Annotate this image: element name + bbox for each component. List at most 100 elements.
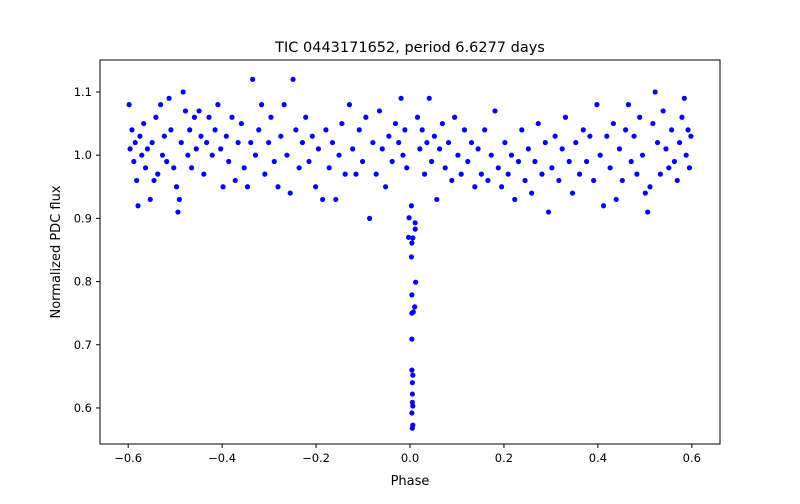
data-point [392, 120, 399, 127]
data-point [141, 120, 147, 127]
data-point [412, 304, 418, 310]
data-point [333, 196, 339, 203]
data-point [519, 127, 525, 133]
data-point [417, 146, 423, 152]
data-point [312, 184, 319, 190]
data-point [131, 158, 137, 165]
data-point [679, 114, 685, 120]
data-point [209, 152, 215, 158]
data-point [215, 102, 221, 108]
data-point [278, 133, 284, 139]
x-tick-label: −0.6 [114, 451, 142, 465]
data-point [173, 184, 180, 190]
y-tick-label: 0.9 [74, 211, 92, 225]
data-point [436, 146, 443, 152]
data-point [342, 171, 348, 177]
data-point [287, 190, 293, 196]
data-point [142, 165, 149, 171]
data-point [426, 95, 432, 101]
data-point [201, 171, 207, 177]
data-point [315, 146, 322, 152]
data-point [223, 133, 229, 139]
data-point [622, 127, 629, 133]
data-point [458, 171, 464, 177]
data-point [398, 95, 404, 101]
data-point [671, 158, 678, 165]
data-point [396, 139, 402, 146]
data-point [597, 152, 603, 158]
data-point [303, 114, 309, 120]
data-point [306, 158, 312, 165]
data-point [482, 127, 488, 133]
data-point [376, 108, 383, 114]
data-point [159, 152, 166, 158]
data-point [587, 133, 593, 139]
data-point [339, 120, 345, 127]
data-point [373, 171, 379, 177]
data-point [151, 177, 157, 184]
data-point [573, 139, 579, 146]
data-point [410, 372, 416, 378]
data-point [681, 95, 687, 101]
data-point [637, 114, 643, 120]
data-point [669, 127, 675, 133]
data-point [613, 196, 619, 203]
data-point [445, 139, 452, 146]
data-point [132, 139, 138, 146]
data-point [256, 127, 262, 133]
data-point [157, 102, 164, 108]
data-point [238, 120, 244, 127]
y-tick-label: 0.8 [74, 275, 92, 289]
data-point [412, 226, 418, 232]
data-point [488, 152, 494, 158]
data-point [185, 152, 191, 158]
data-point [434, 196, 440, 203]
data-point [439, 120, 446, 127]
data-point [685, 127, 691, 133]
data-point [299, 139, 306, 146]
data-point [193, 146, 199, 152]
data-point [175, 209, 181, 215]
data-point [409, 425, 415, 431]
data-point [363, 114, 369, 120]
data-point [232, 177, 238, 184]
data-point [634, 171, 640, 177]
y-tick-label: 1.1 [74, 85, 92, 99]
data-point [604, 133, 610, 139]
data-point [576, 171, 583, 177]
data-point [515, 158, 522, 165]
y-tick-label: 0.6 [74, 401, 92, 415]
data-point [178, 139, 184, 146]
data-point [309, 133, 315, 139]
data-points [126, 76, 694, 431]
data-point [409, 410, 415, 416]
data-point [419, 127, 425, 133]
data-point [431, 133, 438, 139]
data-point [359, 158, 366, 165]
data-point [478, 171, 484, 177]
data-point [647, 184, 653, 190]
data-point [139, 152, 145, 158]
x-tick-label: 0.6 [683, 451, 701, 465]
data-point [652, 89, 658, 95]
data-point [594, 102, 600, 108]
data-point [187, 127, 193, 133]
data-point [379, 146, 385, 152]
data-point [191, 114, 198, 120]
data-point [149, 139, 155, 146]
x-axis-label: Phase [391, 474, 430, 489]
data-point [607, 165, 613, 171]
data-point [244, 184, 251, 190]
data-point [522, 177, 528, 184]
data-point [421, 171, 428, 177]
data-point [485, 177, 491, 184]
data-point [367, 215, 373, 221]
data-point [545, 209, 552, 215]
data-point [406, 215, 412, 221]
data-point [660, 108, 666, 114]
data-point [495, 165, 501, 171]
data-point [610, 120, 616, 127]
data-point [329, 139, 336, 146]
data-point [235, 139, 241, 146]
data-point [529, 190, 535, 196]
